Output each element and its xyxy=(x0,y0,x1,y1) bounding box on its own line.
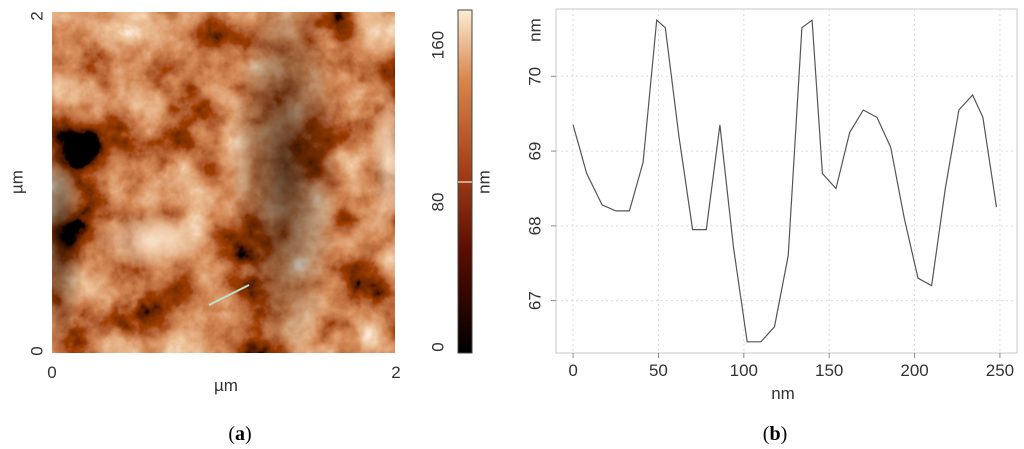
afm-height-map xyxy=(52,12,395,353)
x-tick-label: 150 xyxy=(815,361,843,380)
panel-a-x-tick: 0 xyxy=(47,363,56,382)
panel-a-x-tick: 2 xyxy=(391,363,400,382)
x-tick-label: 0 xyxy=(568,361,577,380)
panel-a-ylabel: µm xyxy=(7,170,26,194)
x-tick-label: 250 xyxy=(986,361,1014,380)
afm-map-image xyxy=(52,12,395,353)
plot-area xyxy=(555,8,1018,354)
colorbar-label: nm xyxy=(474,170,493,194)
colorbar-tick: 0 xyxy=(428,342,447,351)
y-tick-label: 68 xyxy=(525,216,544,235)
x-tick-label: 200 xyxy=(900,361,928,380)
afm-bright-edge xyxy=(370,90,395,230)
panel-b-ylabel: nm xyxy=(525,18,544,42)
profile-line xyxy=(208,284,250,306)
panel-a-caption-letter: a xyxy=(235,423,245,445)
x-tick-label: 50 xyxy=(649,361,668,380)
panel-a-caption: (a) xyxy=(228,423,251,445)
panel-a-y-tick: 2 xyxy=(27,11,46,20)
y-tick-label: 69 xyxy=(525,142,544,161)
afm-bright-ridge xyxy=(95,210,205,270)
panel-b-xlabel: nm xyxy=(771,384,795,403)
afm-dark-edge xyxy=(52,110,85,350)
colorbar-tick: 80 xyxy=(428,193,447,212)
y-tick-label: 67 xyxy=(525,291,544,310)
panel-a-xlabel: µm xyxy=(214,376,238,395)
x-tick-label: 100 xyxy=(730,361,758,380)
panel-b-caption: (b) xyxy=(763,423,787,445)
afm-dark-valley xyxy=(230,12,340,353)
y-tick-label: 70 xyxy=(525,67,544,86)
panel-b-caption-letter: b xyxy=(769,423,780,445)
profile-series-line xyxy=(572,18,998,343)
profile-plot: 0 50 100 150 200 250 67 68 69 70 xyxy=(525,8,1018,380)
y-ticks: 67 68 69 70 xyxy=(525,67,556,310)
x-ticks: 0 50 100 150 200 250 xyxy=(568,353,1014,380)
panel-a-y-tick: 0 xyxy=(27,346,46,355)
colorbar-tick: 160 xyxy=(428,31,447,59)
